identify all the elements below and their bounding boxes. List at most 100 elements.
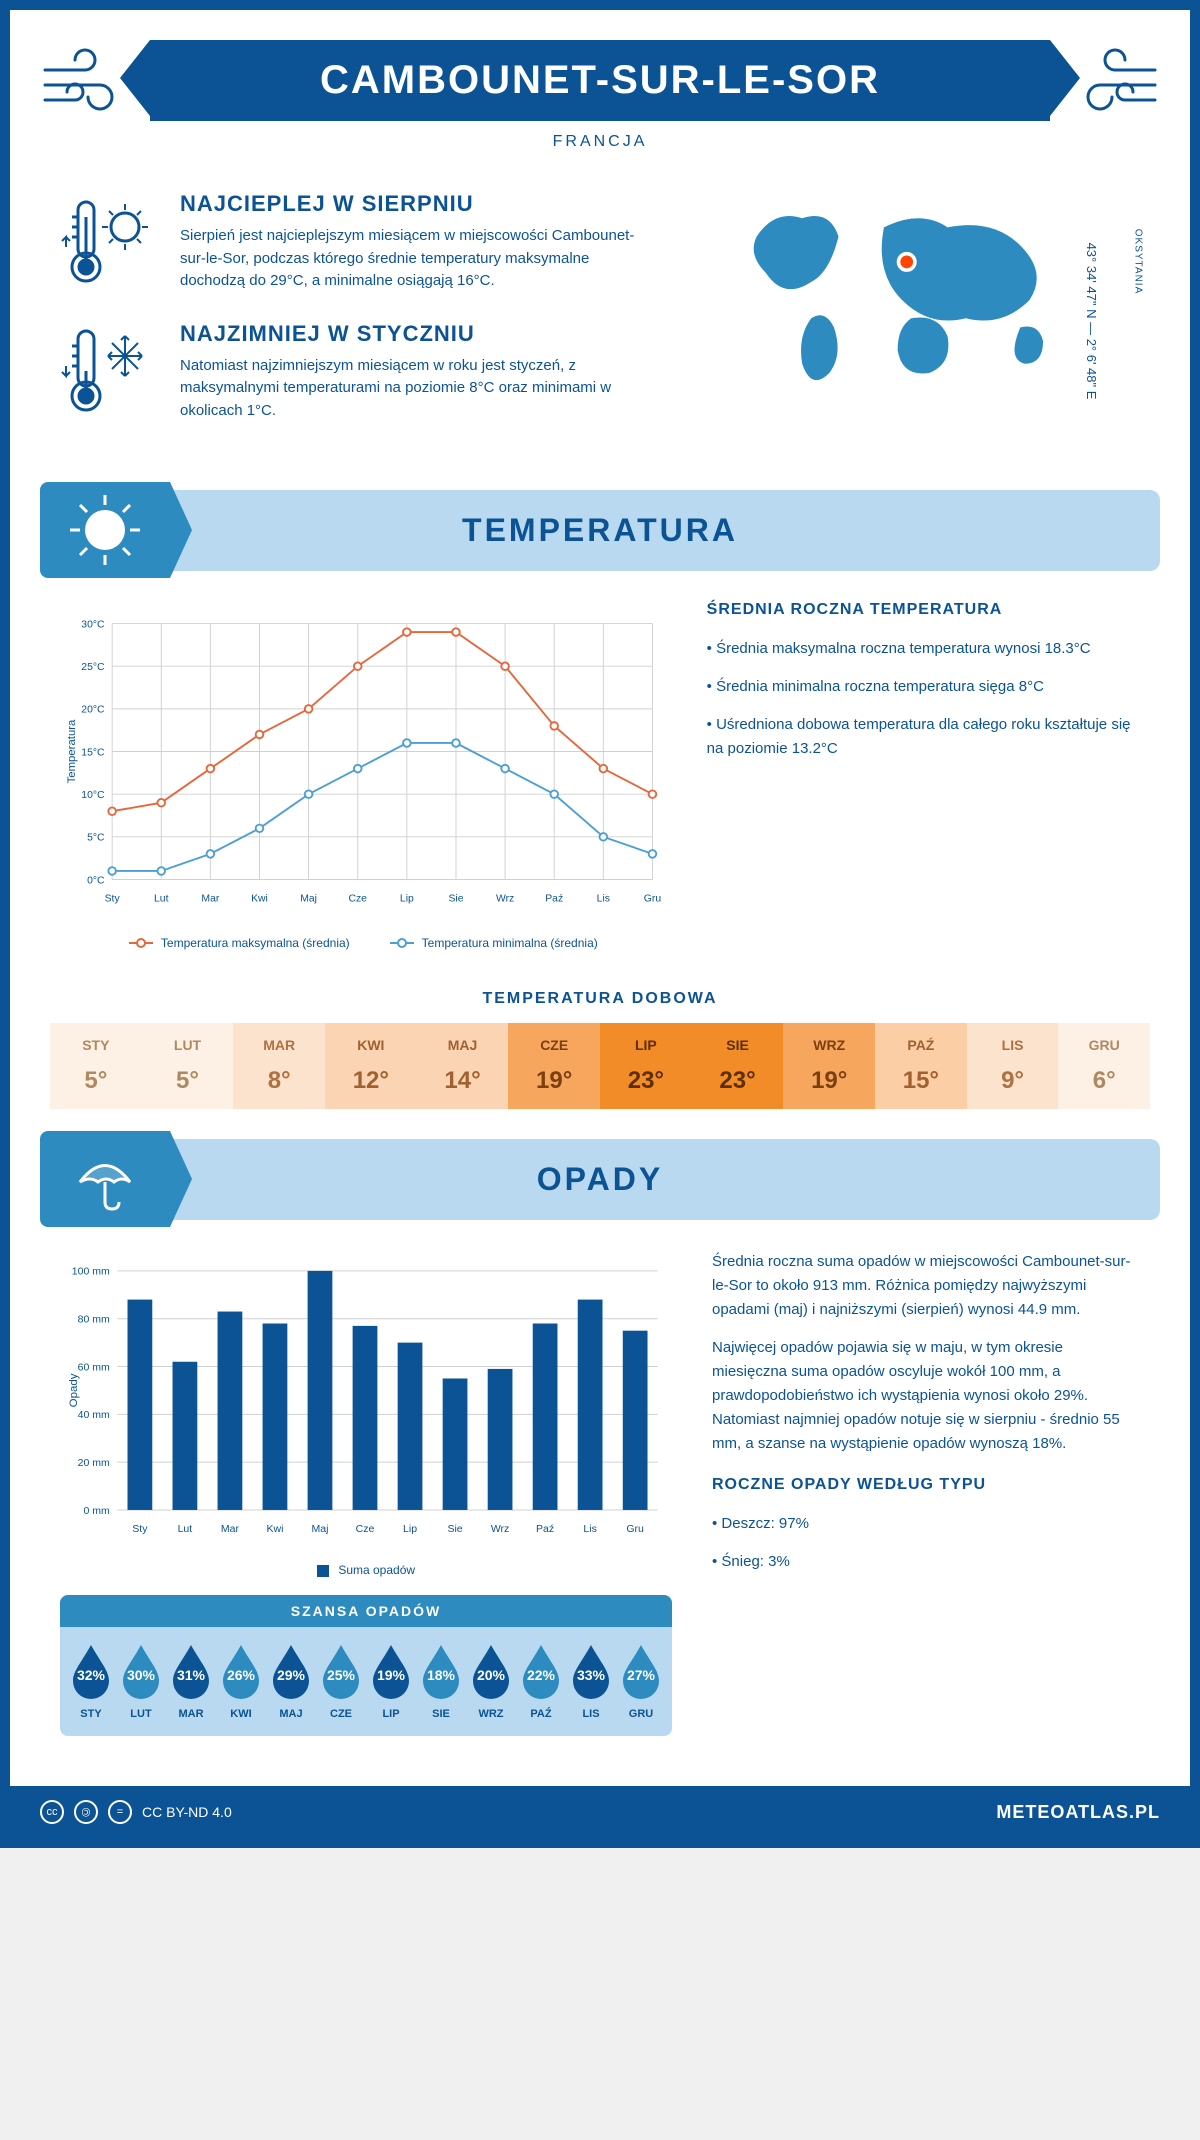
rain-drop: 26%KWI — [216, 1641, 266, 1720]
svg-text:Lis: Lis — [583, 1523, 596, 1535]
map-block: OKSYTANIA 43° 34' 47" N — 2° 6' 48" E — [683, 191, 1140, 450]
daily-cell: CZE19° — [508, 1023, 600, 1109]
header: CAMBOUNET-SUR-LE-SOR FRANCJA — [10, 10, 1190, 161]
svg-text:30°C: 30°C — [81, 619, 105, 630]
temp-bullet-3: • Uśredniona dobowa temperatura dla całe… — [707, 713, 1140, 761]
svg-text:100 mm: 100 mm — [72, 1266, 110, 1278]
precip-p2: Najwięcej opadów pojawia się w maju, w t… — [712, 1336, 1140, 1456]
cold-desc: Natomiast najzimniejszym miesiącem w rok… — [180, 355, 653, 423]
country-subtitle: FRANCJA — [50, 133, 1150, 151]
intro-left: NAJCIEPLEJ W SIERPNIU Sierpień jest najc… — [60, 191, 653, 450]
svg-text:Paź: Paź — [545, 893, 563, 904]
precip-type-1: • Deszcz: 97% — [712, 1512, 1140, 1536]
rain-drop: 20%WRZ — [466, 1641, 516, 1720]
svg-text:Wrz: Wrz — [491, 1523, 509, 1535]
svg-text:Kwi: Kwi — [266, 1523, 283, 1535]
footer-license: cc 🄯 = CC BY-ND 4.0 — [40, 1800, 232, 1824]
intro-section: NAJCIEPLEJ W SIERPNIU Sierpień jest najc… — [10, 161, 1190, 470]
precip-legend-swatch — [317, 1565, 329, 1577]
footer: cc 🄯 = CC BY-ND 4.0 METEOATLAS.PL — [10, 1786, 1190, 1838]
cc-icon: cc — [40, 1800, 64, 1824]
svg-text:Cze: Cze — [348, 893, 367, 904]
daily-cell: WRZ19° — [783, 1023, 875, 1109]
rain-chance-title: SZANSA OPADÓW — [60, 1595, 672, 1627]
daily-cell: SIE23° — [692, 1023, 784, 1109]
rain-drop: 30%LUT — [116, 1641, 166, 1720]
umbrella-icon — [40, 1131, 170, 1227]
temp-chart-row: 0°C 5°C 10°C 15°C 20°C 25°C 30°C Sty Lut Mar Kwi Ma… — [10, 601, 1190, 970]
rain-drop: 22%PAŹ — [516, 1641, 566, 1720]
precip-legend-label: Suma opadów — [338, 1563, 415, 1577]
temp-bullet-2: • Średnia minimalna roczna temperatura s… — [707, 675, 1140, 699]
svg-text:5°C: 5°C — [87, 833, 105, 844]
hot-month-block: NAJCIEPLEJ W SIERPNIU Sierpień jest najc… — [60, 191, 653, 293]
legend-max: Temperatura maksymalna (średnia) — [129, 936, 350, 950]
page: CAMBOUNET-SUR-LE-SOR FRANCJA NAJCIEPLEJ … — [0, 0, 1200, 1848]
precip-p1: Średnia roczna suma opadów w miejscowośc… — [712, 1250, 1140, 1322]
rain-chance-box: SZANSA OPADÓW 32%STY 30%LUT 31%MAR 26%KW… — [60, 1595, 672, 1736]
svg-text:Lip: Lip — [400, 893, 414, 904]
wind-icon — [40, 45, 130, 115]
svg-text:40 mm: 40 mm — [78, 1409, 110, 1421]
svg-text:20 mm: 20 mm — [78, 1457, 110, 1469]
temp-section-header: TEMPERATURA — [40, 490, 1160, 571]
hot-title: NAJCIEPLEJ W SIERPNIU — [180, 191, 653, 217]
svg-text:Sie: Sie — [447, 1523, 462, 1535]
cold-month-block: NAJZIMNIEJ W STYCZNIU Natomiast najzimni… — [60, 321, 653, 423]
precip-section-header: OPADY — [40, 1139, 1160, 1220]
svg-text:Gru: Gru — [626, 1523, 644, 1535]
precipitation-bar-chart: 0 mm20 mm40 mm60 mm80 mm100 mmStyLutMarK… — [60, 1250, 672, 1550]
temp-legend: Temperatura maksymalna (średnia) Tempera… — [60, 936, 667, 950]
daily-cell: KWI12° — [325, 1023, 417, 1109]
wind-icon — [1070, 45, 1160, 115]
svg-text:20°C: 20°C — [81, 705, 105, 716]
precip-chart-container: 0 mm20 mm40 mm60 mm80 mm100 mmStyLutMarK… — [60, 1250, 672, 1736]
precip-type-2: • Śnieg: 3% — [712, 1550, 1140, 1574]
rain-drop: 32%STY — [66, 1641, 116, 1720]
world-map-icon — [683, 191, 1140, 391]
page-title: CAMBOUNET-SUR-LE-SOR — [150, 40, 1050, 121]
cold-title: NAJZIMNIEJ W STYCZNIU — [180, 321, 653, 347]
daily-cell: MAR8° — [233, 1023, 325, 1109]
daily-cell: GRU6° — [1058, 1023, 1150, 1109]
svg-text:Paź: Paź — [536, 1523, 554, 1535]
svg-text:Lut: Lut — [154, 893, 169, 904]
daily-temp-title: TEMPERATURA DOBOWA — [10, 990, 1190, 1008]
svg-text:Kwi: Kwi — [251, 893, 268, 904]
precip-chart-row: 0 mm20 mm40 mm60 mm80 mm100 mmStyLutMarK… — [10, 1250, 1190, 1756]
rain-drop: 19%LIP — [366, 1641, 416, 1720]
license-text: CC BY-ND 4.0 — [142, 1804, 232, 1820]
legend-min-label: Temperatura minimalna (średnia) — [422, 936, 598, 950]
svg-text:Lut: Lut — [178, 1523, 193, 1535]
svg-text:60 mm: 60 mm — [78, 1361, 110, 1373]
daily-cell: LIS9° — [967, 1023, 1059, 1109]
precip-text: Średnia roczna suma opadów w miejscowośc… — [712, 1250, 1140, 1736]
nd-icon: = — [108, 1800, 132, 1824]
rain-chance-row: 32%STY 30%LUT 31%MAR 26%KWI 29%MAJ 25%CZ… — [60, 1627, 672, 1724]
svg-text:Mar: Mar — [201, 893, 219, 904]
svg-text:Sie: Sie — [448, 893, 463, 904]
coordinates: 43° 34' 47" N — 2° 6' 48" E — [1084, 242, 1099, 399]
svg-text:Wrz: Wrz — [496, 893, 514, 904]
daily-cell: PAŹ15° — [875, 1023, 967, 1109]
cold-text: NAJZIMNIEJ W STYCZNIU Natomiast najzimni… — [180, 321, 653, 423]
rain-drop: 18%SIE — [416, 1641, 466, 1720]
svg-text:0°C: 0°C — [87, 875, 105, 886]
rain-drop: 31%MAR — [166, 1641, 216, 1720]
daily-cell: LUT5° — [142, 1023, 234, 1109]
temp-summary-title: ŚREDNIA ROCZNA TEMPERATURA — [707, 601, 1140, 619]
precip-legend: Suma opadów — [60, 1563, 672, 1577]
svg-text:Lis: Lis — [597, 893, 610, 904]
svg-text:15°C: 15°C — [81, 747, 105, 758]
svg-text:10°C: 10°C — [81, 790, 105, 801]
daily-cell: MAJ14° — [417, 1023, 509, 1109]
svg-text:25°C: 25°C — [81, 662, 105, 673]
by-icon: 🄯 — [74, 1800, 98, 1824]
svg-text:Sty: Sty — [105, 893, 121, 904]
thermometer-snow-icon — [60, 321, 160, 423]
svg-text:Maj: Maj — [300, 893, 317, 904]
daily-cell: STY5° — [50, 1023, 142, 1109]
rain-drop: 29%MAJ — [266, 1641, 316, 1720]
legend-max-label: Temperatura maksymalna (średnia) — [161, 936, 350, 950]
svg-text:Cze: Cze — [356, 1523, 375, 1535]
